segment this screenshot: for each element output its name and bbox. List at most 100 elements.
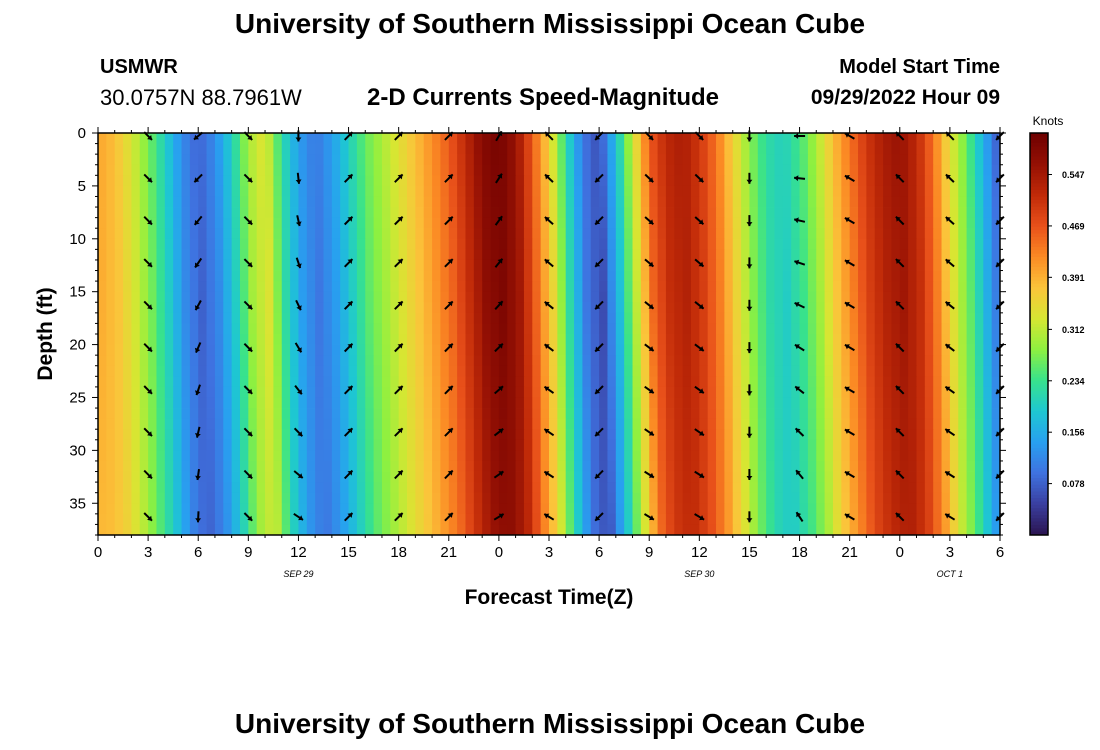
heatmap-cell xyxy=(949,397,959,409)
heatmap-cell xyxy=(949,238,959,250)
heatmap-cell xyxy=(114,524,124,536)
heatmap-cell xyxy=(265,164,274,176)
heatmap-cell xyxy=(407,270,416,282)
heatmap-cell xyxy=(791,281,800,293)
heatmap-cell xyxy=(231,228,241,240)
heatmap-cell xyxy=(432,439,441,451)
heatmap-cell xyxy=(549,482,558,494)
heatmap-cell xyxy=(782,281,792,293)
heatmap-cell xyxy=(198,249,207,261)
heatmap-cell xyxy=(498,471,508,483)
heatmap-cell xyxy=(315,439,324,451)
heatmap-cell xyxy=(824,386,834,398)
heatmap-cell xyxy=(281,376,291,388)
heatmap-cell xyxy=(148,312,157,324)
heatmap-cell xyxy=(574,503,583,515)
heatmap-cell xyxy=(298,408,308,420)
heatmap-cell xyxy=(858,249,867,261)
heatmap-cell xyxy=(290,429,299,441)
heatmap-cell xyxy=(415,175,425,187)
heatmap-cell xyxy=(615,207,625,219)
heatmap-cell xyxy=(365,312,375,324)
heatmap-cell xyxy=(874,482,884,494)
heatmap-cell xyxy=(991,323,1001,335)
heatmap-cell xyxy=(540,259,550,271)
heatmap-cell xyxy=(599,217,608,229)
heatmap-cell xyxy=(498,238,508,250)
heatmap-cell xyxy=(365,397,375,409)
heatmap-cell xyxy=(941,249,951,261)
heatmap-cell xyxy=(398,334,408,345)
heatmap-cell xyxy=(415,302,425,314)
heatmap-cell xyxy=(507,291,516,303)
heatmap-cell xyxy=(256,270,266,282)
heatmap-cell xyxy=(574,259,583,271)
heatmap-cell xyxy=(941,460,951,472)
heatmap-cell xyxy=(248,524,258,536)
heatmap-cell xyxy=(741,270,750,282)
heatmap-cell xyxy=(123,196,132,208)
heatmap-cell xyxy=(549,439,558,451)
heatmap-cell xyxy=(841,270,851,282)
current-vector-arrow xyxy=(444,215,454,226)
heatmap-cell xyxy=(624,302,633,314)
heatmap-cell xyxy=(941,503,951,515)
heatmap-cell xyxy=(841,344,851,356)
heatmap-cell xyxy=(941,408,951,420)
current-vector-arrow xyxy=(394,342,404,353)
heatmap-cell xyxy=(473,291,483,303)
heatmap-cell xyxy=(899,376,909,388)
heatmap-cell xyxy=(139,365,149,377)
heatmap-cell xyxy=(732,133,742,144)
heatmap-cell xyxy=(440,344,450,356)
heatmap-cell xyxy=(665,185,675,197)
heatmap-cell xyxy=(832,185,842,197)
colorbar-segment xyxy=(1030,250,1048,255)
heatmap-cell xyxy=(574,323,583,335)
heatmap-cell xyxy=(515,259,525,271)
heatmap-cell xyxy=(966,376,976,388)
heatmap-cell xyxy=(490,439,500,451)
heatmap-cell xyxy=(106,270,116,282)
current-vector-arrow xyxy=(543,513,555,521)
heatmap-cell xyxy=(774,154,784,166)
heatmap-cell xyxy=(365,259,375,271)
heatmap-cell xyxy=(665,249,675,261)
heatmap-cell xyxy=(365,355,375,367)
heatmap-cell xyxy=(106,429,116,441)
heatmap-cell xyxy=(356,344,366,356)
heatmap-cell xyxy=(791,365,800,377)
heatmap-cell xyxy=(707,376,717,388)
heatmap-cell xyxy=(674,217,684,229)
heatmap-cell xyxy=(523,397,533,409)
heatmap-cell xyxy=(473,503,483,515)
heatmap-cell xyxy=(883,312,892,324)
heatmap-cell xyxy=(807,196,817,208)
heatmap-cell xyxy=(181,217,191,229)
heatmap-cell xyxy=(532,471,542,483)
current-vector-arrow xyxy=(343,173,354,183)
heatmap-cell xyxy=(540,344,550,356)
heatmap-cell xyxy=(290,175,299,187)
heatmap-cell xyxy=(131,270,141,282)
heatmap-cell xyxy=(440,439,450,451)
heatmap-cell xyxy=(114,302,124,314)
heatmap-cell xyxy=(98,323,107,335)
heatmap-cell xyxy=(924,471,934,483)
heatmap-cell xyxy=(256,249,266,261)
heatmap-cell xyxy=(782,185,792,197)
heatmap-cell xyxy=(799,312,809,324)
heatmap-cell xyxy=(891,164,901,176)
heatmap-cell xyxy=(933,238,942,250)
heatmap-cell xyxy=(599,524,608,536)
heatmap-cell xyxy=(908,217,917,229)
heatmap-cell xyxy=(665,524,675,536)
heatmap-cell xyxy=(724,238,734,250)
heatmap-cell xyxy=(440,418,450,430)
heatmap-cell xyxy=(732,238,742,250)
heatmap-cell xyxy=(281,429,291,441)
heatmap-cell xyxy=(290,355,299,367)
heatmap-cell xyxy=(432,376,441,388)
heatmap-cell xyxy=(323,408,333,420)
heatmap-cell xyxy=(933,143,942,155)
